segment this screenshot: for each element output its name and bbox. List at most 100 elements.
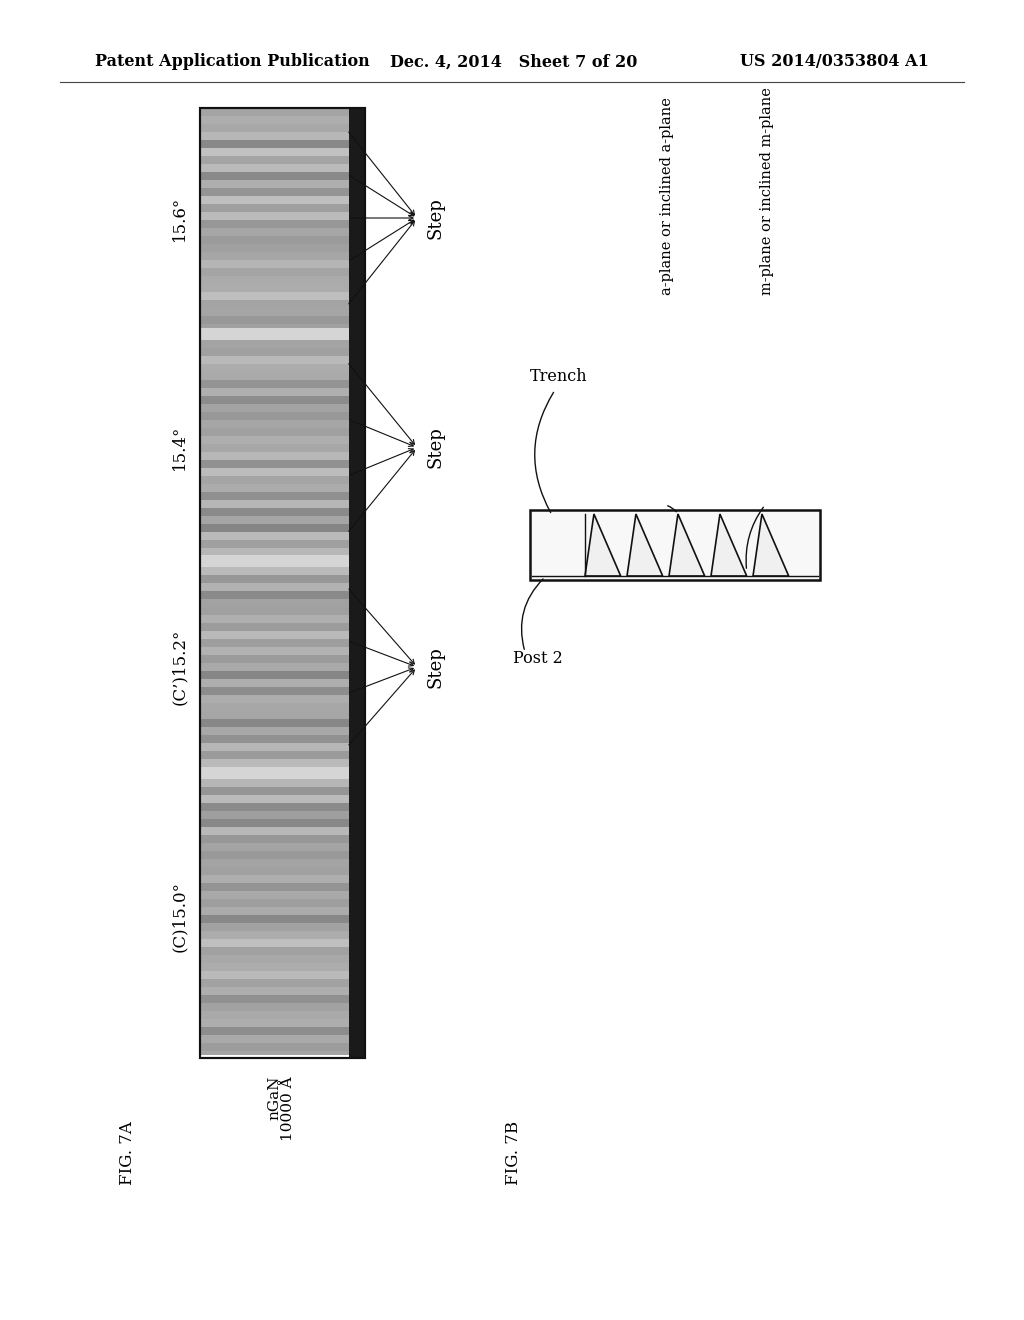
Bar [200, 671, 349, 678]
Bar [200, 883, 349, 891]
Bar [530, 510, 820, 579]
Bar [200, 372, 349, 380]
Bar [200, 696, 349, 704]
Bar [200, 180, 349, 187]
Polygon shape [585, 513, 621, 576]
Bar [200, 228, 349, 236]
Text: Dec. 4, 2014   Sheet 7 of 20: Dec. 4, 2014 Sheet 7 of 20 [390, 54, 637, 70]
Bar [200, 195, 349, 205]
Bar [200, 436, 349, 444]
Bar [200, 1043, 349, 1051]
Bar [200, 964, 349, 972]
Bar [200, 867, 349, 875]
Bar [349, 108, 365, 1059]
Bar [200, 678, 349, 686]
Bar [200, 108, 365, 1059]
Bar [200, 810, 349, 818]
Text: Patent Application Publication: Patent Application Publication [95, 54, 370, 70]
Bar [200, 396, 349, 404]
Bar [200, 923, 349, 931]
Bar [200, 615, 349, 623]
Bar [200, 116, 349, 124]
Text: Step: Step [427, 645, 445, 688]
Bar [200, 540, 349, 548]
Text: m-plane or inclined m-plane: m-plane or inclined m-plane [760, 87, 774, 294]
Bar [200, 795, 349, 803]
Bar [200, 939, 349, 946]
Bar [200, 412, 349, 420]
Bar [200, 647, 349, 655]
Bar [200, 388, 349, 396]
Bar [200, 828, 349, 836]
Bar [200, 836, 349, 843]
Bar [200, 583, 349, 591]
Text: (C)15.0°: (C)15.0° [171, 882, 188, 953]
Bar [200, 767, 349, 779]
Bar [200, 444, 349, 451]
Bar [200, 727, 349, 735]
Bar [200, 655, 349, 663]
Bar [200, 380, 349, 388]
Bar [200, 979, 349, 987]
Bar [200, 308, 349, 315]
Bar [200, 276, 349, 284]
Bar [200, 156, 349, 164]
Bar [200, 148, 349, 156]
Bar [200, 704, 349, 711]
Bar [200, 548, 349, 554]
Bar [200, 420, 349, 428]
Bar [200, 1011, 349, 1019]
Bar [200, 843, 349, 851]
Bar [200, 187, 349, 195]
Bar [200, 915, 349, 923]
Text: (C’)15.2°: (C’)15.2° [171, 628, 188, 705]
Bar [200, 931, 349, 939]
Bar [200, 859, 349, 867]
Bar [200, 1019, 349, 1027]
Bar [200, 459, 349, 469]
Text: US 2014/0353804 A1: US 2014/0353804 A1 [740, 54, 929, 70]
Bar [200, 213, 349, 220]
Polygon shape [669, 513, 705, 576]
Bar [200, 946, 349, 954]
Polygon shape [627, 513, 663, 576]
Text: Step: Step [427, 426, 445, 469]
Bar [200, 477, 349, 484]
Text: FIG. 7B: FIG. 7B [505, 1121, 521, 1185]
Bar [200, 735, 349, 743]
Bar [200, 469, 349, 477]
Bar [200, 554, 349, 568]
Bar [200, 132, 349, 140]
Bar [200, 995, 349, 1003]
Bar [200, 260, 349, 268]
Bar [200, 1051, 349, 1055]
Bar [200, 244, 349, 252]
Bar [200, 719, 349, 727]
Bar [200, 751, 349, 759]
Bar [200, 500, 349, 508]
Bar [200, 492, 349, 500]
Text: Post 2: Post 2 [513, 649, 563, 667]
Bar [200, 663, 349, 671]
Bar [200, 639, 349, 647]
Bar [200, 220, 349, 228]
Bar [200, 532, 349, 540]
Bar [200, 268, 349, 276]
Bar [200, 327, 349, 341]
Text: 15.4°: 15.4° [171, 425, 188, 470]
Bar [200, 711, 349, 719]
Bar [200, 787, 349, 795]
Bar [200, 284, 349, 292]
Bar [200, 348, 349, 356]
Bar [200, 607, 349, 615]
Bar [200, 899, 349, 907]
Bar [200, 972, 349, 979]
Bar [200, 1027, 349, 1035]
Bar [200, 205, 349, 213]
Bar [200, 108, 365, 1059]
Bar [200, 164, 349, 172]
Bar [200, 404, 349, 412]
Bar [200, 451, 349, 459]
Text: 10000 Å: 10000 Å [282, 1076, 296, 1140]
Bar [200, 779, 349, 787]
